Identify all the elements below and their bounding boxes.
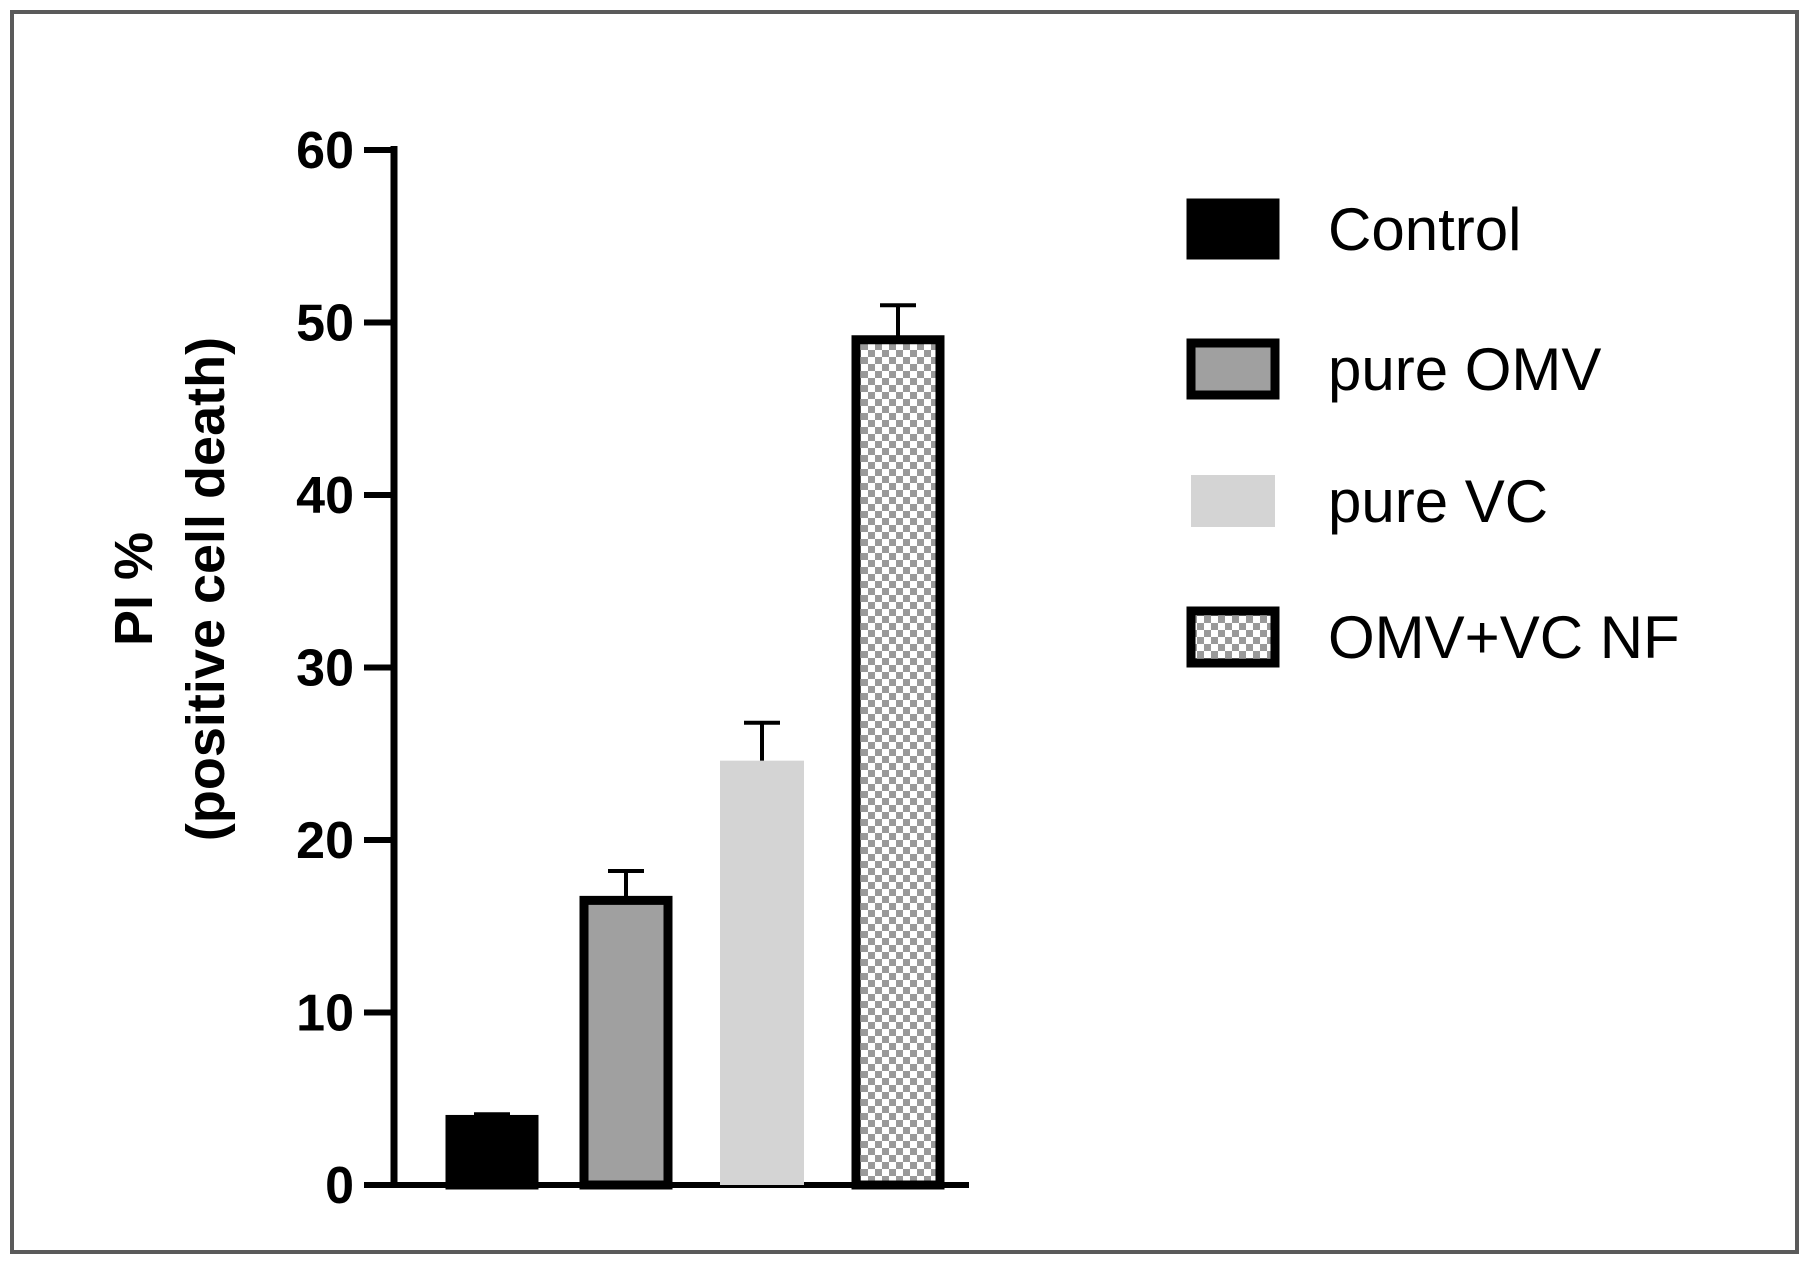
y-axis-title-line-2: (positive cell death) xyxy=(176,337,236,841)
bar-pure-omv xyxy=(579,895,673,1190)
bar-pure-vc xyxy=(720,760,804,1185)
y-tick-label: 20 xyxy=(296,812,354,870)
y-tick-label: 40 xyxy=(296,467,354,525)
y-tick-label: 10 xyxy=(296,985,354,1043)
y-ticks: 0 10 20 30 40 50 60 xyxy=(296,122,394,1215)
legend-swatch xyxy=(1191,475,1275,527)
legend-label: pure OMV xyxy=(1328,336,1601,403)
legend-swatch xyxy=(1186,338,1280,400)
y-tick-label: 60 xyxy=(296,122,354,180)
legend-label: Control xyxy=(1328,196,1521,263)
legend-label: OMV+VC NF xyxy=(1328,604,1680,671)
legend-swatch xyxy=(1186,606,1280,668)
bar-omv-vc-nf xyxy=(851,335,945,1190)
legend-label: pure VC xyxy=(1328,468,1548,535)
legend-swatch xyxy=(1186,198,1280,260)
y-axis-title-line-1: PI % xyxy=(104,532,164,646)
bar-chart: PI % (positive cell death) 0 10 20 30 40 50 60… xyxy=(104,122,1680,1215)
bars xyxy=(445,335,945,1190)
legend: Control pure OMV pure VC OMV+VC NF xyxy=(1186,196,1680,671)
y-tick-label: 30 xyxy=(296,640,354,698)
bar-control xyxy=(445,1114,539,1190)
figure-frame: PI % (positive cell death) 0 10 20 30 40 50 60… xyxy=(10,10,1799,1254)
y-tick-label: 0 xyxy=(325,1157,354,1215)
y-tick-label: 50 xyxy=(296,295,354,353)
error-bars xyxy=(474,303,916,1120)
